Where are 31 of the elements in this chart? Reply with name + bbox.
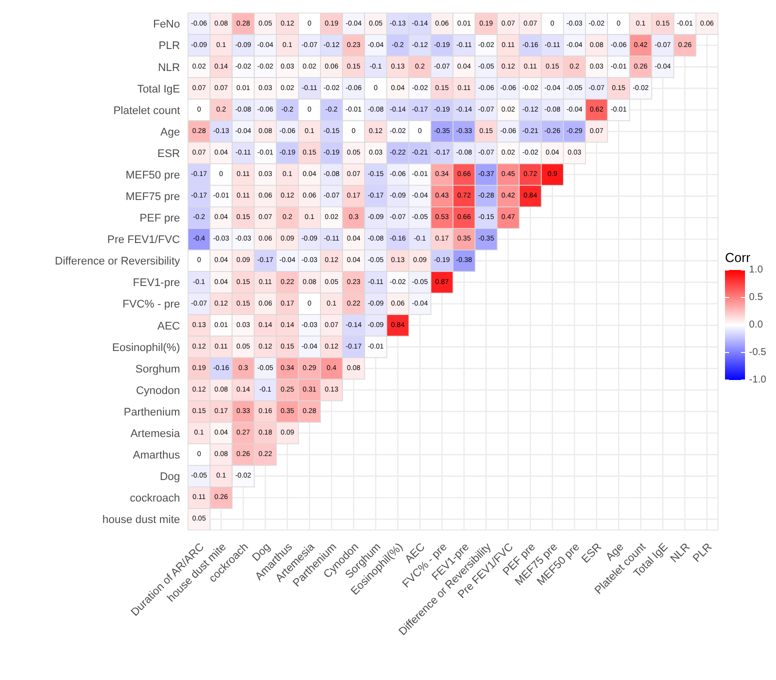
y-tick-label: PEF pre	[140, 212, 180, 225]
color-bar-label: -0.5	[749, 347, 767, 358]
y-tick-label: Artemesia	[130, 428, 181, 440]
y-tick-label: NLR	[158, 62, 180, 74]
y-tick-label: AEC	[157, 320, 180, 332]
y-tick-label: Sorghum	[135, 363, 180, 376]
y-tick-label: Difference or Reversibility	[54, 256, 180, 268]
y-tick-label: house dust mite	[102, 514, 180, 526]
y-tick-label: MEF75 pre	[126, 191, 180, 204]
y-tick-label: Cynodon	[136, 384, 180, 397]
color-bar-label: -1.0	[749, 374, 767, 386]
color-bar-label: 0.5	[749, 292, 764, 303]
color-bar-label: 0.0	[749, 320, 764, 330]
y-tick-label: MEF50 pre	[126, 169, 180, 182]
color-bar-title: Corr	[725, 250, 751, 265]
x-tick-label: PLR	[690, 541, 715, 565]
y-tick-label: FeNo	[153, 18, 180, 31]
color-bar-label: 1.0	[749, 264, 764, 276]
y-tick-label: Age	[160, 126, 180, 138]
y-tick-label: Pre FEV1/FVC	[107, 234, 180, 246]
y-tick-label: PLR	[158, 40, 180, 52]
y-tick-label: cockroach	[130, 492, 180, 505]
y-tick-label: Parthenium	[124, 406, 180, 418]
y-tick-label: FVC% - pre	[122, 298, 180, 311]
y-tick-label: Dog	[160, 471, 180, 484]
y-tick-label: Eosinophil(%)	[112, 342, 180, 354]
y-tick-label: ESR	[157, 148, 180, 160]
y-tick-label: Amarthus	[132, 450, 180, 462]
y-tick-label: FEV1-pre	[132, 277, 180, 290]
y-tick-label: Platelet count	[113, 104, 180, 117]
y-tick-label: Total IgE	[137, 83, 180, 96]
